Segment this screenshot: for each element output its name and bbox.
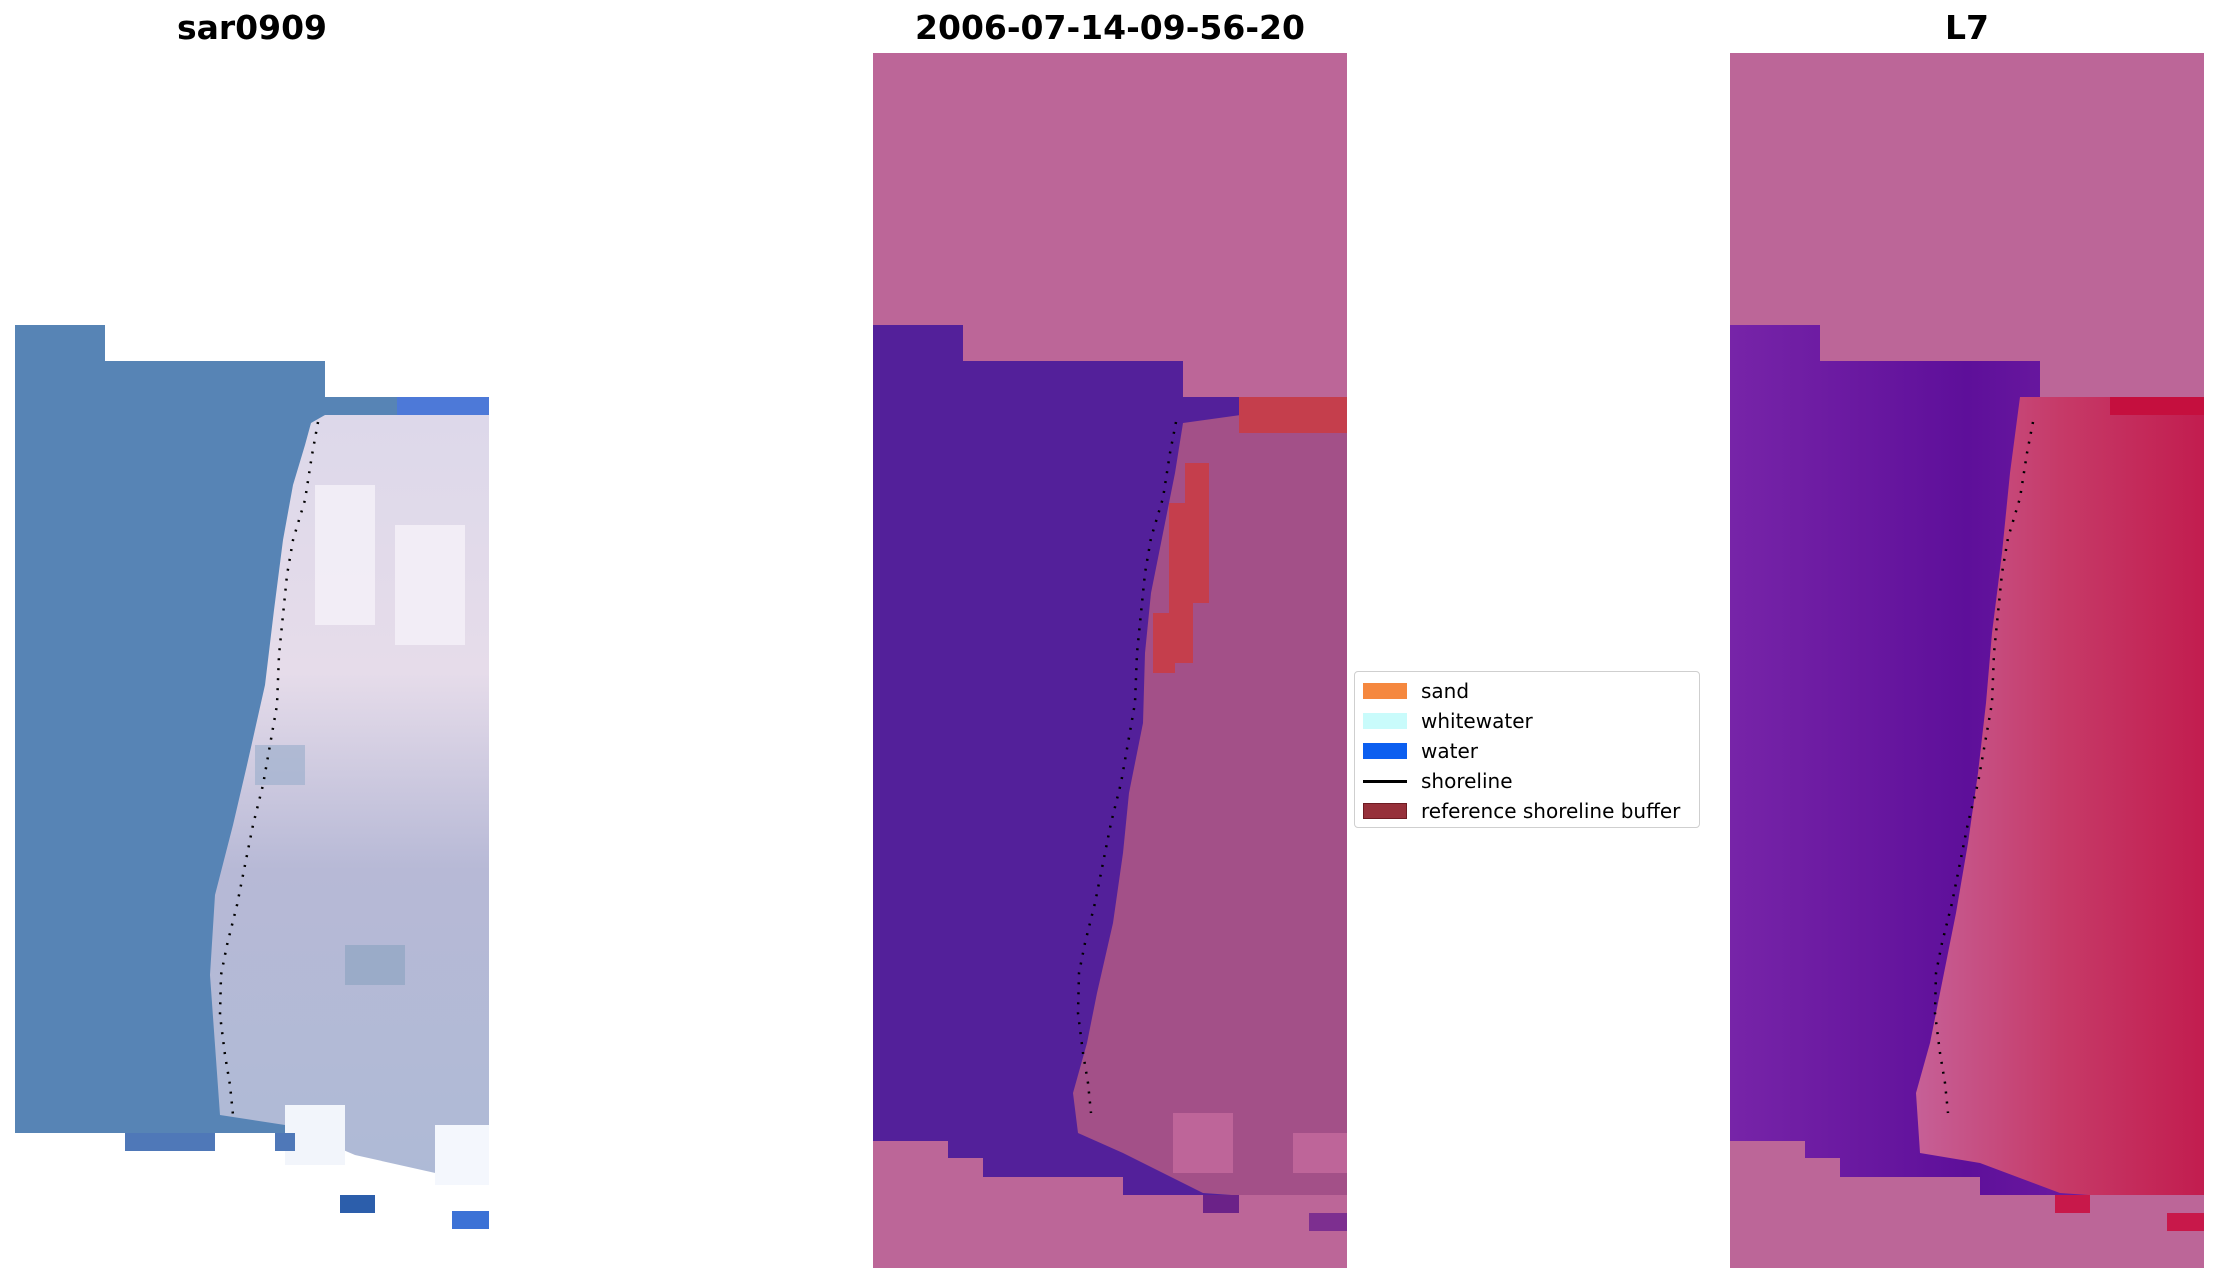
index-image (1730, 53, 2204, 1268)
panel-title-middle: 2006-07-14-09-56-20 (915, 8, 1305, 47)
legend-label-whitewater: whitewater (1421, 709, 1533, 733)
shoreline-middle (1076, 421, 1178, 1114)
shoreline-line-swatch (1363, 779, 1407, 783)
rgb-image (15, 325, 489, 1229)
reference-buffer-swatch (1363, 803, 1407, 819)
rgb-image-panel (15, 325, 489, 1233)
panel-title-right: L7 (1945, 8, 1989, 47)
classified-image (873, 53, 1347, 1268)
index-image-panel (1730, 53, 2204, 1268)
water-swatch (1363, 743, 1407, 759)
legend-label-reference-buffer: reference shoreline buffer (1421, 799, 1681, 823)
shoreline-right (1933, 421, 2035, 1114)
panel-title-left: sar0909 (176, 8, 328, 47)
classified-image-panel (873, 53, 1347, 1268)
legend-label-water: water (1421, 739, 1478, 763)
legend-item-sand: sand (1363, 676, 1691, 706)
legend-item-water: water (1363, 736, 1691, 766)
whitewater-swatch (1363, 713, 1407, 729)
sand-swatch (1363, 683, 1407, 699)
legend-item-shoreline: shoreline (1363, 766, 1691, 796)
legend: sand whitewater water shoreline referenc… (1354, 671, 1700, 828)
legend-label-shoreline: shoreline (1421, 769, 1513, 793)
legend-label-sand: sand (1421, 679, 1470, 703)
legend-item-whitewater: whitewater (1363, 706, 1691, 736)
shoreline-left (218, 421, 320, 1116)
legend-item-reference-buffer: reference shoreline buffer (1363, 796, 1691, 826)
